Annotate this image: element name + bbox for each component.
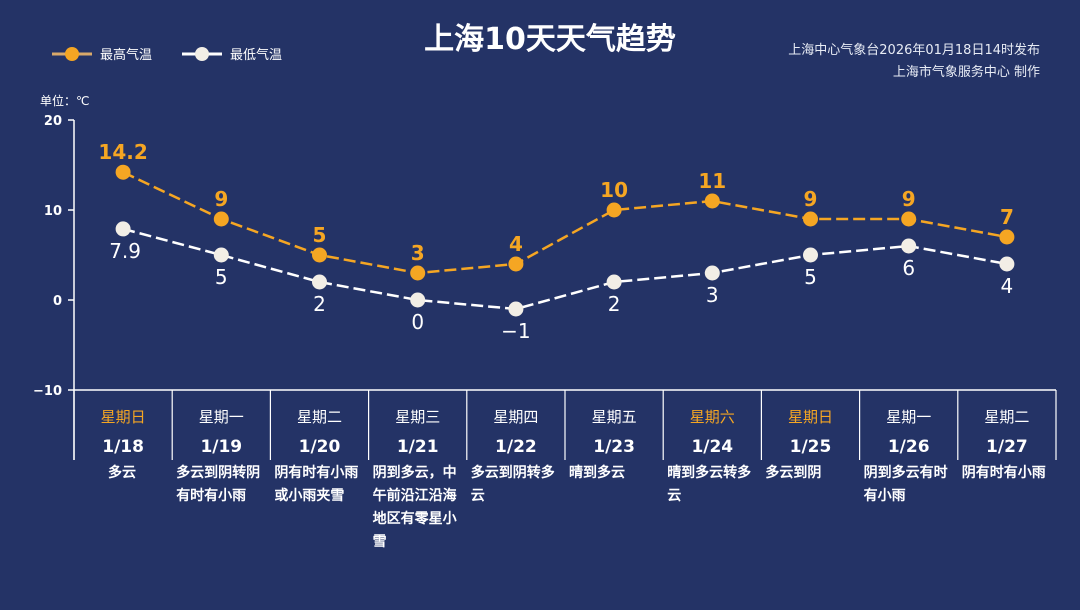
- low-temp-line: [122, 227, 1008, 311]
- weekday-label: 星期五: [592, 408, 637, 426]
- high-temp-label: 9: [214, 187, 228, 211]
- high-temp-point: [999, 229, 1015, 245]
- low-temp-point: [213, 247, 229, 263]
- high-temp-label: 10: [600, 178, 628, 202]
- low-temp-point: [704, 265, 720, 281]
- low-temp-label: 3: [706, 283, 719, 307]
- high-temp-label: 11: [698, 169, 726, 193]
- high-temp-point: [213, 211, 229, 227]
- date-label: 1/21: [397, 437, 439, 457]
- low-temp-label: 4: [1001, 274, 1014, 298]
- issuer-line-1: 上海中心气象台2026年01月18日14时发布: [788, 43, 1040, 58]
- high-temp-line: [122, 171, 1008, 275]
- weather-description: 阴到多云有时有小雨: [863, 465, 948, 504]
- high-temp-point: [606, 202, 622, 218]
- low-temp-point: [901, 238, 917, 254]
- low-temp-label: 0: [411, 310, 424, 334]
- high-temp-point: [803, 211, 818, 227]
- date-label: 1/19: [200, 437, 242, 457]
- high-temp-point: [508, 256, 524, 272]
- high-temp-label: 14.2: [98, 140, 147, 164]
- weekday-label: 星期二: [297, 408, 342, 426]
- low-temp-label: 5: [804, 265, 817, 289]
- weather-description: 阴到多云，中午前沿江沿海地区有零星小雪: [372, 465, 457, 550]
- high-marker-icon: [52, 46, 92, 61]
- legend-low-label: 最低气温: [230, 48, 283, 63]
- date-label: 1/24: [691, 437, 733, 457]
- date-label: 1/22: [495, 437, 537, 457]
- low-temp-point: [410, 292, 426, 308]
- weather-description: 多云到阴: [765, 465, 822, 481]
- date-label: 1/27: [986, 437, 1028, 457]
- weather-description: 多云: [108, 465, 136, 481]
- low-temp-point: [115, 221, 131, 237]
- low-marker-icon: [182, 46, 223, 61]
- low-temp-point: [508, 301, 524, 317]
- issuer-info: 上海中心气象台2026年01月18日14时发布 上海市气象服务中心 制作: [788, 40, 1040, 84]
- legend: 最高气温 最低气温: [52, 44, 304, 63]
- date-label: 1/25: [790, 437, 832, 457]
- low-temp-label: 5: [215, 265, 228, 289]
- weekday-label: 星期二: [984, 408, 1029, 426]
- low-temp-label: −1: [501, 319, 530, 343]
- high-temp-point: [312, 247, 327, 263]
- high-temp-label: 9: [902, 187, 916, 211]
- date-label: 1/26: [888, 437, 930, 457]
- high-temp-point: [901, 211, 917, 227]
- low-temp-point: [312, 274, 327, 290]
- weekday-label: 星期日: [788, 408, 833, 426]
- low-temp-point: [606, 274, 622, 290]
- weather-description: 晴到多云转多云: [667, 465, 752, 504]
- low-temp-label: 2: [608, 292, 621, 316]
- date-label: 1/18: [102, 437, 144, 457]
- page-title: 上海10天天气趋势: [424, 22, 676, 57]
- low-temp-label: 6: [902, 256, 915, 280]
- legend-high: 最高气温: [52, 44, 152, 63]
- weather-description: 多云到阴转多云: [470, 465, 555, 504]
- weather-description: 阴有时有小雨或小雨夹雪: [274, 465, 359, 504]
- high-temp-point: [704, 193, 720, 209]
- low-temp-point: [803, 247, 818, 263]
- y-tick-label: 0: [53, 294, 62, 309]
- legend-high-label: 最高气温: [100, 48, 153, 63]
- date-label: 1/20: [299, 437, 341, 457]
- weekday-label: 星期六: [690, 408, 735, 426]
- high-temp-point: [115, 164, 131, 180]
- high-temp-label: 7: [1000, 205, 1014, 229]
- weekday-label: 星期四: [493, 408, 538, 426]
- weather-description: 晴到多云: [569, 465, 625, 481]
- legend-low: 最低气温: [182, 44, 282, 63]
- high-temp-label: 4: [509, 232, 523, 256]
- date-label: 1/23: [593, 437, 635, 457]
- y-tick-label: 20: [44, 114, 62, 129]
- weather-description: 阴有时有小雨: [961, 465, 1046, 481]
- high-temp-label: 9: [804, 187, 818, 211]
- low-temp-label: 7.9: [109, 239, 141, 263]
- high-temp-label: 5: [313, 223, 327, 247]
- y-tick-label: −10: [33, 384, 62, 399]
- low-temp-point: [999, 256, 1015, 272]
- low-temp-label: 2: [313, 292, 326, 316]
- high-temp-point: [410, 265, 426, 281]
- issuer-line-2: 上海市气象服务中心 制作: [892, 65, 1040, 80]
- high-temp-label: 3: [411, 241, 425, 265]
- y-tick-label: 10: [44, 204, 62, 219]
- weekday-label: 星期一: [886, 408, 931, 426]
- unit-label: 单位：℃: [40, 94, 90, 108]
- weather-description: 多云到阴转阴有时有小雨: [176, 465, 261, 504]
- weekday-label: 星期日: [101, 408, 146, 426]
- weekday-label: 星期一: [199, 408, 244, 426]
- weekday-label: 星期三: [395, 408, 440, 426]
